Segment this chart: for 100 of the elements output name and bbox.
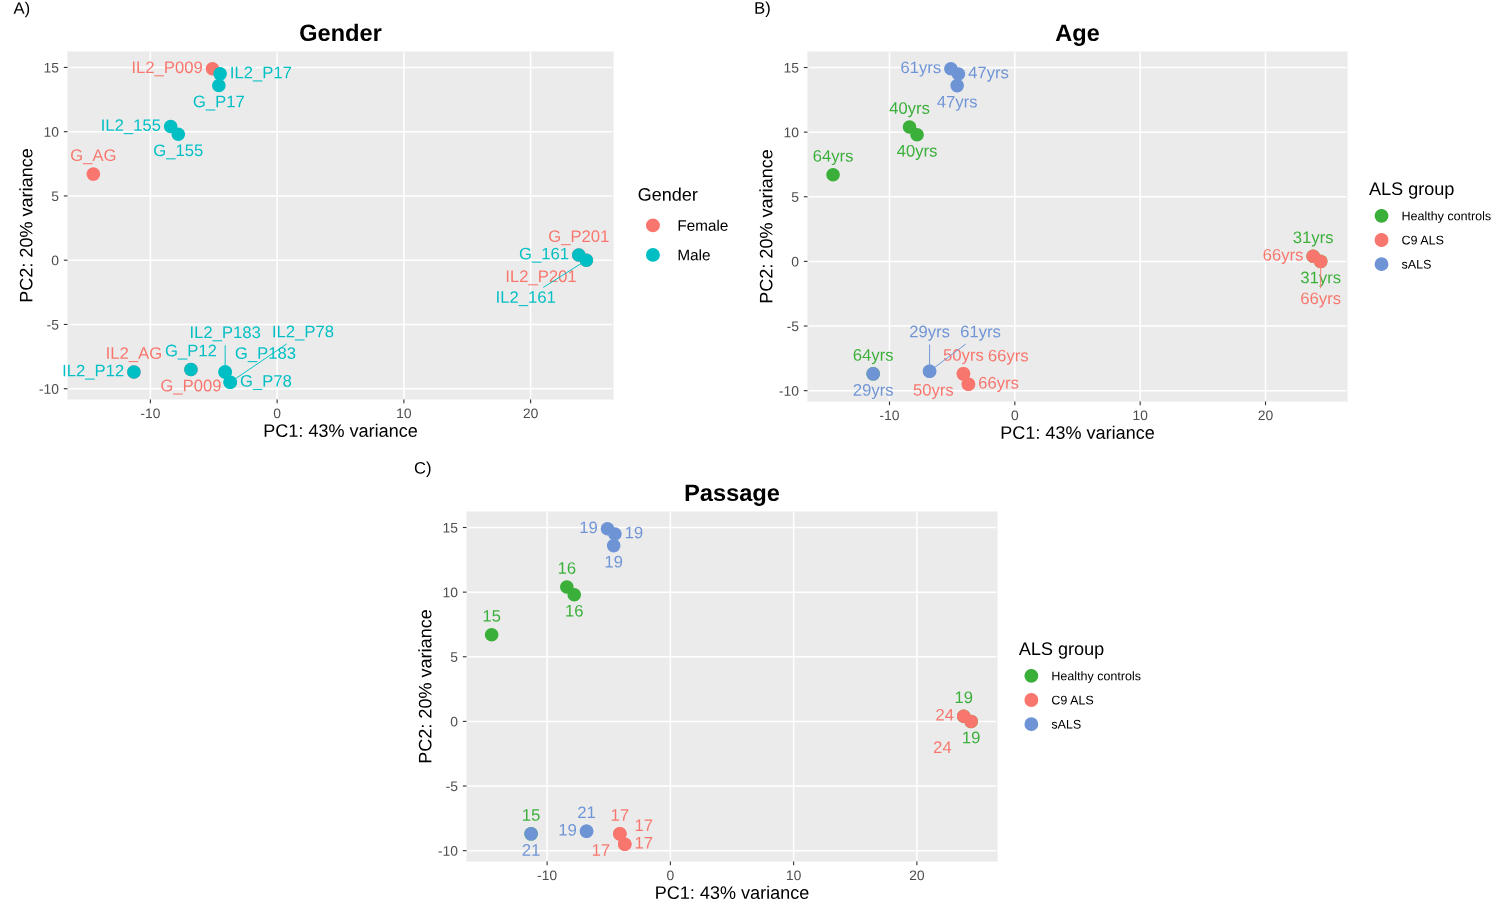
legend-label: Healthy controls	[1052, 671, 1141, 683]
y-tick-label: 15	[443, 522, 458, 533]
annotation: IL2_P12	[63, 364, 124, 380]
annotation: 31yrs	[1293, 231, 1333, 247]
y-tick-label: 5	[450, 652, 458, 662]
annotation: 66yrs	[1263, 248, 1303, 264]
x-tick-label: 20	[909, 870, 925, 881]
annotation: 66yrs	[1301, 292, 1341, 308]
annotation: 24	[936, 708, 954, 721]
annotation: IL2_P78	[273, 325, 334, 341]
annotation: 19	[963, 731, 980, 744]
legend-label: Female	[678, 219, 728, 231]
annotation: 19	[625, 526, 643, 539]
x-tick-label: 20	[523, 408, 538, 419]
y-tick-label: -10	[779, 385, 799, 396]
annotation: IL2_P183	[191, 326, 261, 342]
annotation: 64yrs	[853, 349, 893, 365]
annotation: G_155	[154, 144, 203, 160]
annotation: 17	[635, 819, 653, 832]
x-tick-label: 0	[1011, 410, 1019, 421]
legend-label: Male	[678, 249, 710, 261]
legend-title: Gender	[638, 187, 698, 201]
annotation: G_P17	[193, 95, 244, 111]
text: C)	[414, 461, 431, 478]
text: A)	[13, 1, 30, 18]
chart-title: Gender	[300, 23, 382, 42]
annotation: G_P201	[549, 230, 609, 246]
annotation: 21	[578, 806, 596, 819]
x-tick-label: 10	[1133, 410, 1148, 421]
legend-title: ALS group	[1018, 642, 1104, 659]
annotation: 47yrs	[968, 66, 1009, 82]
annotation: IL2_155	[102, 119, 161, 135]
y-tick-label: 10	[784, 127, 799, 138]
y-tick-label: -5	[446, 781, 458, 792]
annotation: 29yrs	[910, 325, 950, 341]
chart-title: Passage	[685, 484, 780, 506]
x-tick-label: -10	[537, 870, 557, 881]
y-tick-label: -10	[39, 384, 59, 394]
annotation: 29yrs	[853, 384, 893, 400]
annotation: 15	[483, 610, 501, 622]
y-tick-label: 0	[51, 255, 59, 266]
y-tick-label: -10	[438, 845, 458, 856]
annotation: 15	[523, 809, 540, 821]
y-tick-label: 5	[791, 192, 799, 202]
annotation: 16	[558, 562, 576, 574]
annotation: 64yrs	[813, 149, 853, 166]
annotation: 47yrs	[937, 95, 977, 111]
x-tick-label: 0	[273, 408, 281, 419]
legend-label: C9 ALS	[1402, 235, 1444, 245]
x-tick-label: -10	[140, 408, 160, 419]
annotation: 40yrs	[889, 102, 930, 118]
annotation: IL2_161	[497, 291, 556, 307]
annotation: IL2_AG	[107, 347, 161, 363]
annotation: 50yrs	[913, 384, 954, 400]
x-tick-label: 0	[667, 870, 674, 881]
annotation: 19	[580, 521, 597, 534]
y-tick-label: 10	[44, 127, 59, 137]
y-tick-label: -5	[787, 321, 799, 332]
annotation: IL2_P17	[231, 66, 292, 82]
x-tick-label: 20	[1258, 410, 1273, 421]
y-tick-label: 5	[51, 191, 59, 202]
x-tick-label: -10	[880, 410, 899, 421]
annotation: 50yrs	[943, 349, 984, 365]
legend-label: sALS	[1401, 259, 1431, 269]
y-tick-label: 0	[450, 716, 458, 727]
text: B)	[755, 1, 770, 18]
legend-label: C9 ALS	[1051, 695, 1094, 705]
legend-label: sALS	[1051, 719, 1081, 729]
annotation: 24	[933, 741, 952, 753]
y-axis-title: PC2: 20% variance	[759, 150, 773, 303]
y-tick-label: 10	[443, 587, 458, 598]
annotation: 21	[522, 844, 540, 856]
annotation: 17	[635, 837, 653, 849]
x-tick-label: 10	[397, 408, 412, 419]
y-axis-title: PC2: 20% variance	[19, 149, 33, 302]
annotation: 17	[611, 809, 629, 821]
legend-title: ALS group	[1369, 182, 1454, 199]
x-axis-title: PC1: 43% variance	[1001, 425, 1154, 440]
annotation: 19	[559, 823, 577, 836]
annotation: 40yrs	[897, 144, 937, 160]
annotation: G_AG	[71, 149, 116, 165]
y-tick-label: 15	[44, 62, 59, 73]
y-axis-title: PC2: 20% variance	[418, 610, 432, 763]
annotation: G_P009	[161, 379, 221, 395]
annotation: G_P78	[240, 374, 292, 390]
annotation: 19	[955, 691, 973, 704]
annotation: 66yrs	[979, 376, 1019, 392]
annotation: G_P12	[165, 344, 217, 360]
annotation: 17	[592, 844, 610, 856]
legend-label: Healthy controls	[1402, 211, 1491, 223]
chart-title: Age	[1055, 24, 1099, 46]
x-axis-title: PC1: 43% variance	[656, 885, 809, 900]
annotation: 61yrs	[960, 325, 1001, 341]
x-axis-title: PC1: 43% variance	[264, 423, 417, 438]
y-tick-label: -5	[47, 319, 59, 330]
annotation: G_161	[519, 247, 569, 263]
annotation: 66yrs	[988, 349, 1029, 365]
annotation: 19	[605, 555, 623, 568]
y-tick-label: 15	[784, 62, 799, 73]
annotation: 61yrs	[901, 61, 941, 77]
